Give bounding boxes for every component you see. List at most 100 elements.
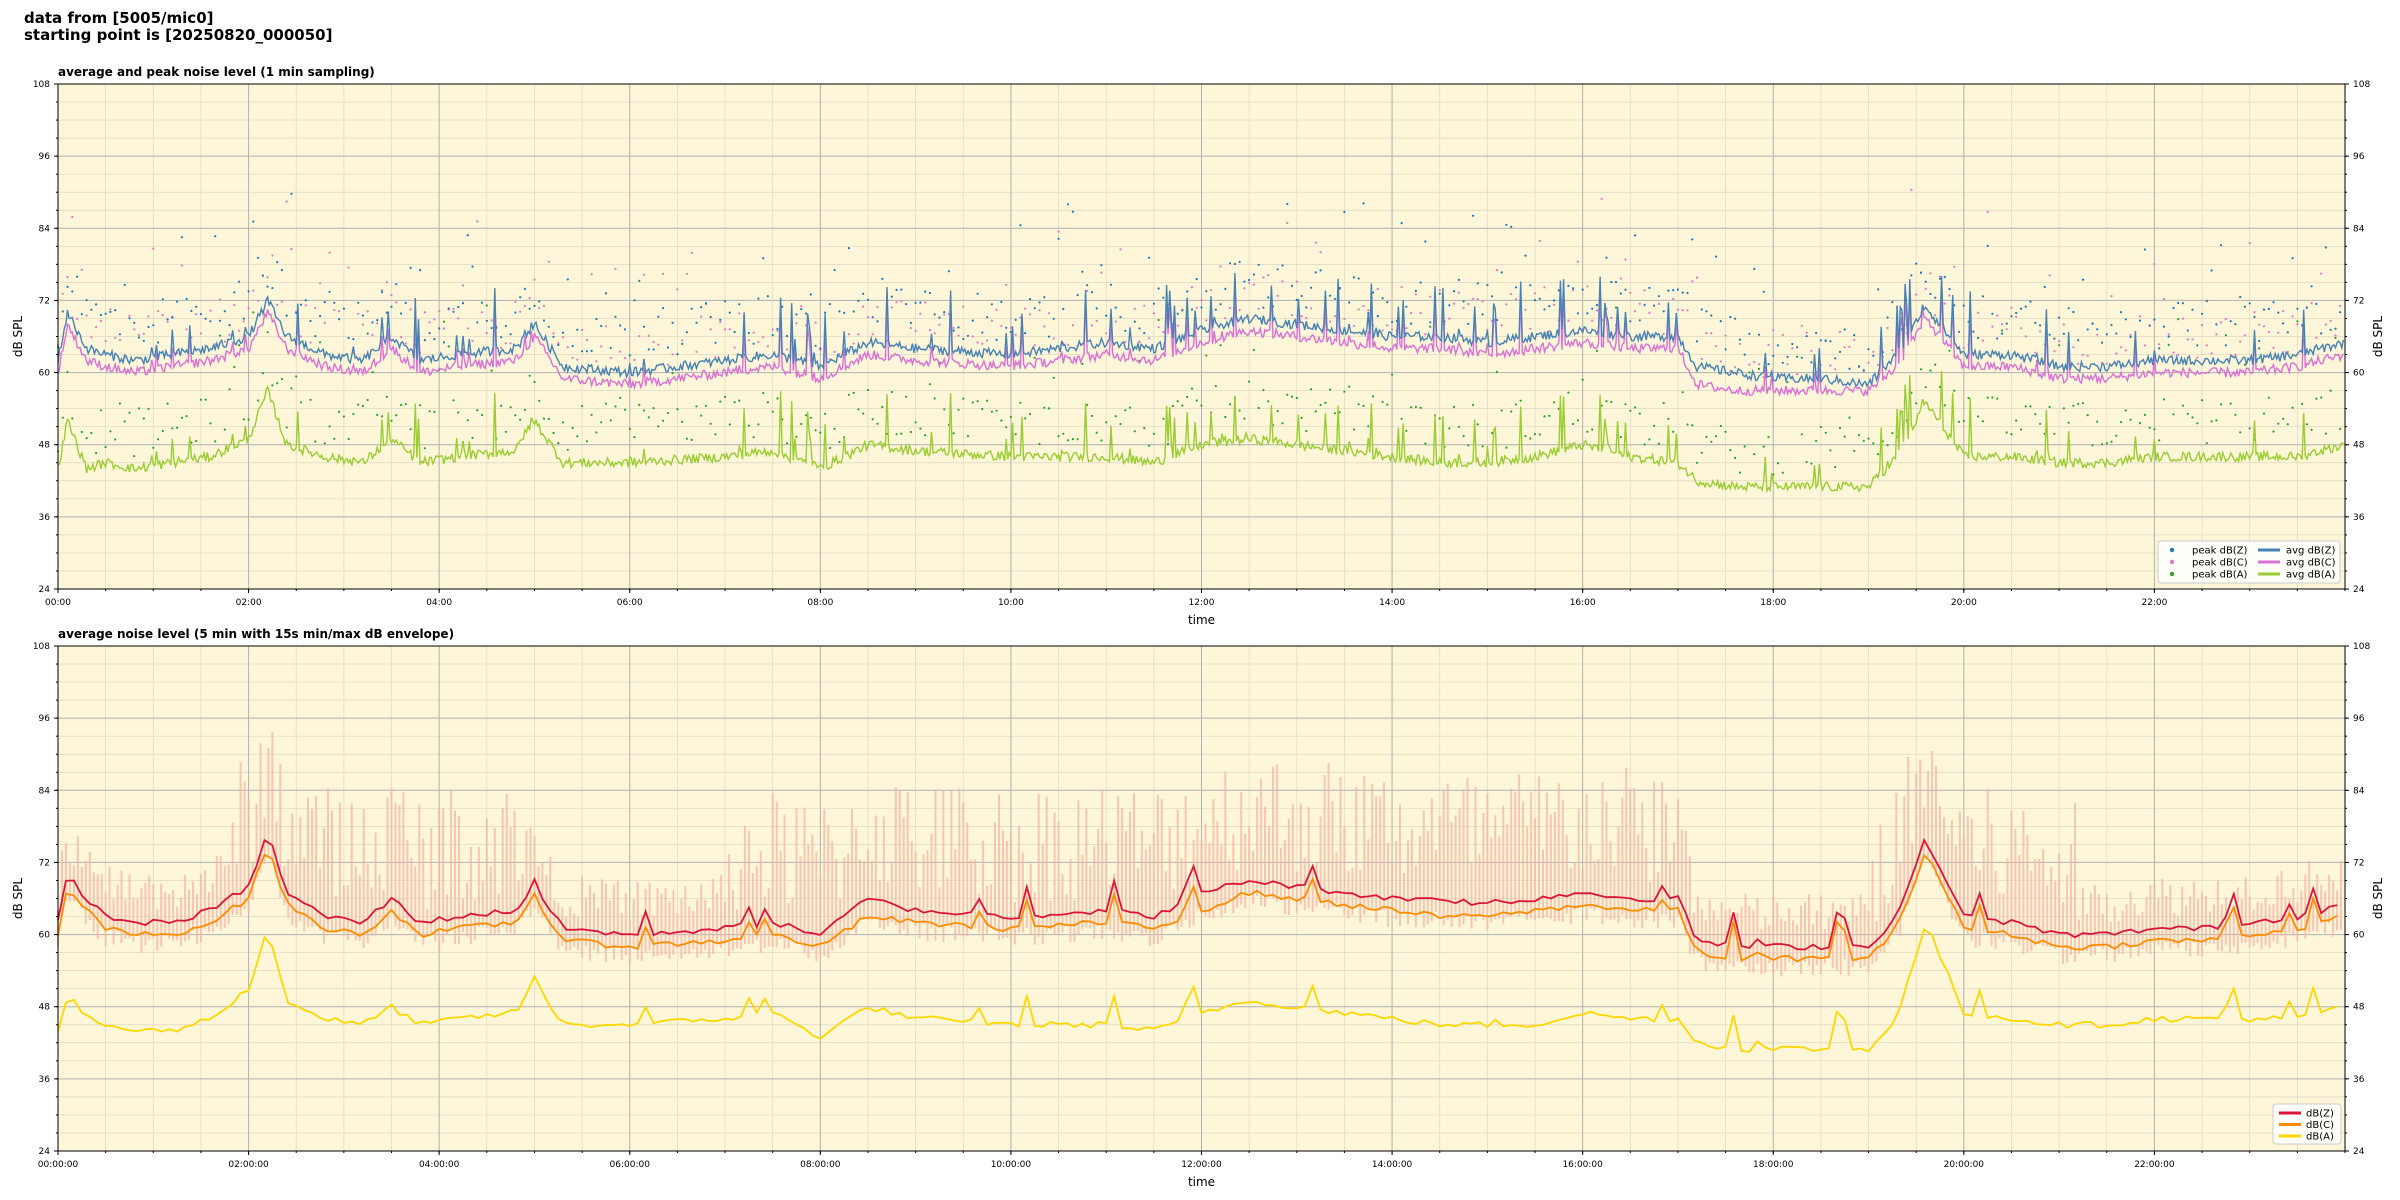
peak-c-dot (1114, 320, 1117, 323)
y-tick-label: 108 (33, 80, 50, 90)
y-tick-label: 96 (39, 152, 51, 162)
peak-a-dot (85, 437, 88, 440)
peak-a-dot (1867, 437, 1870, 440)
peak-z-dot (419, 269, 422, 272)
peak-z-dot (2272, 301, 2275, 304)
peak-a-dot (1734, 456, 1737, 459)
peak-c-dot (2010, 306, 2013, 309)
peak-z-dot (638, 279, 641, 282)
peak-a-dot (2067, 421, 2070, 424)
peak-a-dot (1429, 325, 1432, 328)
peak-c-dot (1748, 363, 1751, 366)
peak-z-dot (1929, 292, 1932, 296)
peak-c-dot (128, 314, 131, 317)
peak-z-dot (1505, 223, 1508, 226)
peak-a-dot (2243, 363, 2246, 366)
peak-c-dot (2167, 333, 2170, 336)
peak-a-dot (695, 405, 698, 408)
peak-c-dot (1143, 304, 1146, 307)
peak-z-dot (461, 302, 465, 305)
x-tick-label: 10:00 (998, 598, 1024, 608)
peak-a-dot (1767, 436, 1770, 439)
peak-z-dot (728, 311, 731, 314)
peak-a-dot (99, 409, 102, 412)
peak-a-dot (2186, 412, 2189, 415)
peak-a-dot (733, 401, 736, 404)
peak-a-dot (757, 423, 760, 426)
peak-z-dot (771, 334, 774, 337)
peak-c-dot (1619, 277, 1622, 280)
peak-a-dot (1934, 363, 1937, 366)
peak-z-dot (357, 301, 360, 304)
peak-c-dot (557, 342, 560, 345)
peak-z-dot (542, 319, 546, 322)
peak-z-dot (690, 307, 693, 310)
peak-a-dot (2181, 404, 2185, 407)
peak-a-dot (2143, 413, 2146, 416)
peak-a-dot (2153, 428, 2156, 431)
peak-a-dot (1953, 389, 1956, 392)
peak-c-dot (299, 335, 303, 338)
peak-c-dot (1028, 313, 1032, 316)
peak-z-dot (1943, 275, 1946, 279)
peak-a-dot (581, 404, 584, 408)
peak-z-dot (1152, 302, 1155, 305)
peak-a-dot (1715, 435, 1718, 438)
peak-a-dot (1367, 425, 1370, 428)
legend-label: peak dB(Z) (2192, 546, 2248, 557)
peak-c-dot (480, 311, 484, 314)
peak-z-dot (700, 306, 703, 309)
peak-c-dot (252, 289, 255, 292)
peak-c-dot (2239, 340, 2242, 343)
peak-c-dot (395, 301, 398, 304)
peak-z-dot (85, 299, 88, 302)
peak-a-dot (2234, 413, 2237, 416)
peak-a-dot (1481, 445, 1484, 448)
peak-z-dot (266, 285, 269, 288)
peak-z-dot (457, 305, 460, 309)
peak-a-dot (2229, 402, 2232, 405)
peak-z-dot (1233, 262, 1236, 266)
peak-a-dot (1352, 428, 1356, 431)
peak-a-dot (1991, 396, 1994, 399)
peak-a-dot (2015, 419, 2018, 422)
peak-z-dot (614, 315, 617, 318)
peak-z-dot (1414, 289, 1417, 292)
peak-z-dot (2086, 328, 2089, 331)
peak-z-dot (1195, 277, 1198, 281)
peak-z-dot (380, 291, 384, 294)
peak-a-dot (2120, 421, 2123, 424)
peak-c-dot (723, 328, 727, 331)
peak-z-dot (1052, 317, 1055, 320)
peak-z-dot (304, 299, 307, 302)
peak-a-dot (666, 411, 670, 415)
peak-z-dot (1500, 271, 1503, 274)
peak-c-dot (728, 328, 731, 331)
peak-c-dot (2296, 323, 2299, 326)
peak-z-dot (685, 331, 689, 334)
peak-c-dot (257, 299, 260, 302)
peak-z-dot (1071, 210, 1074, 213)
peak-z-dot (166, 318, 169, 321)
peak-c-dot (99, 319, 102, 322)
peak-a-dot (1495, 370, 1498, 373)
peak-z-dot (1181, 309, 1184, 312)
peak-a-dot (871, 418, 874, 421)
peak-c-dot (2000, 323, 2004, 326)
peak-z-dot (1662, 310, 1665, 313)
peak-a-dot (728, 423, 731, 426)
peak-a-dot (771, 410, 774, 413)
peak-z-dot (142, 339, 145, 342)
peak-z-dot (2048, 333, 2051, 336)
peak-z-dot (2062, 332, 2065, 335)
peak-z-dot (161, 298, 164, 301)
peak-a-dot (2272, 430, 2275, 433)
peak-a-dot (1114, 415, 1117, 418)
peak-a-dots (56, 304, 2342, 476)
peak-c-dot (276, 303, 279, 307)
peak-c-dot (747, 339, 751, 342)
legend-label: peak dB(C) (2192, 558, 2248, 569)
peak-c-dot (1405, 327, 1408, 330)
peak-c-dot (1481, 300, 1484, 303)
peak-a-dot (752, 436, 755, 439)
